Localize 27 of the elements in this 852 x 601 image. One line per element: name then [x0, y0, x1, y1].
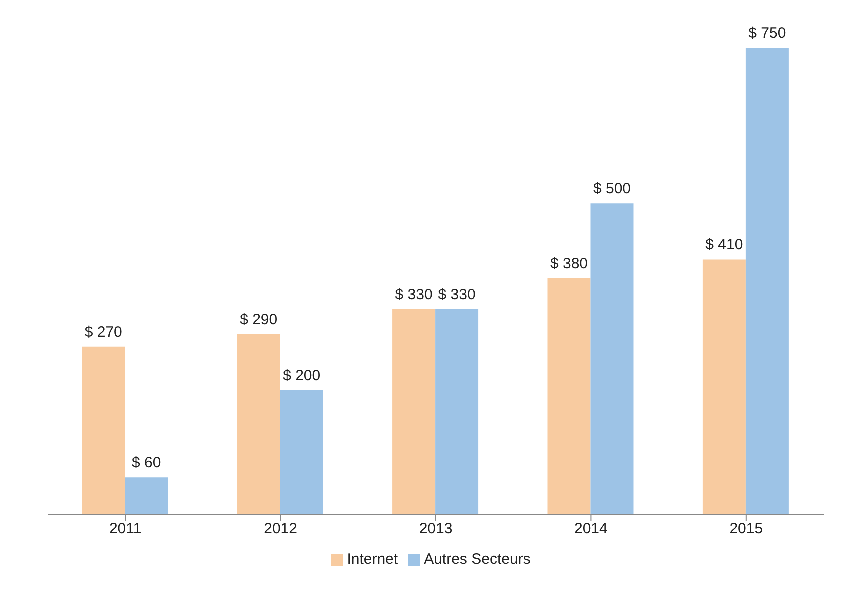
bar — [82, 346, 126, 515]
data-label: $ 500 — [593, 180, 632, 198]
bar — [746, 48, 789, 515]
data-label: $ 290 — [240, 311, 278, 328]
legend-label: Internet — [347, 551, 398, 568]
x-tick-label: 2015 — [730, 520, 764, 538]
data-label: $ 60 — [132, 454, 162, 472]
x-tick-label: 2011 — [109, 520, 142, 538]
data-label: $ 380 — [550, 255, 588, 272]
data-label: $ 410 — [706, 236, 744, 254]
bar — [590, 204, 634, 515]
data-label: $ 270 — [84, 324, 122, 341]
legend-label: Autres Secteurs — [424, 551, 531, 568]
x-tick-label: 2012 — [264, 520, 298, 538]
bar — [392, 310, 436, 515]
bar — [436, 310, 479, 515]
x-tick-label: 2014 — [574, 520, 608, 538]
data-label: $ 750 — [748, 25, 786, 42]
data-label: $ 330 — [395, 286, 433, 304]
bar — [237, 334, 280, 515]
data-label: $ 200 — [283, 367, 321, 384]
bar — [280, 390, 324, 515]
bar — [702, 260, 746, 515]
bar — [125, 478, 168, 515]
x-tick-label: 2013 — [419, 520, 453, 538]
data-label: $ 330 — [438, 286, 476, 304]
bar — [548, 278, 591, 515]
